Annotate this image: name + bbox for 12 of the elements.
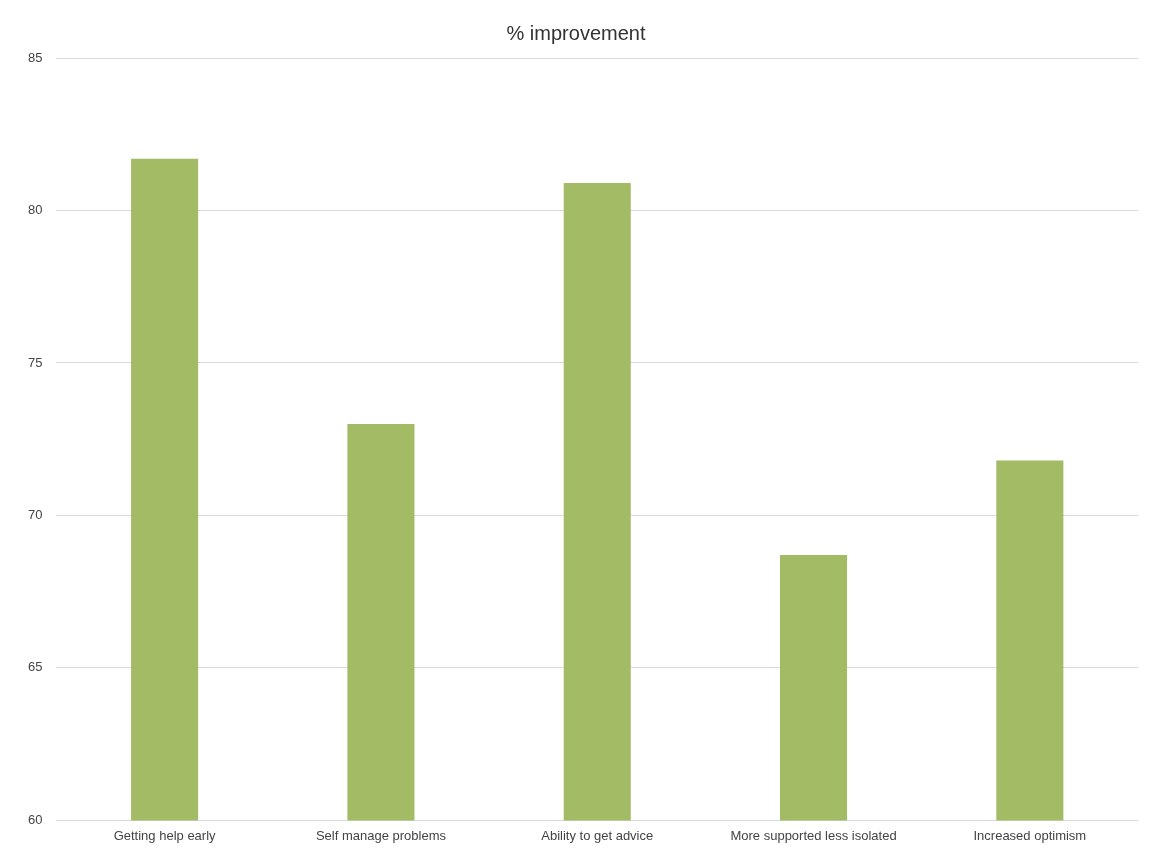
y-tick-label: 65: [27, 659, 43, 675]
x-tick-label: Ability to get advice: [541, 827, 654, 843]
chart-title: % improvement: [506, 21, 646, 44]
x-tick-label: Getting help early: [113, 827, 217, 843]
x-tick-label: Increased optimism: [973, 827, 1087, 843]
x-tick-label: Self manage problems: [315, 827, 447, 843]
y-tick-label: 70: [27, 507, 43, 523]
y-tick-label: 75: [27, 354, 43, 370]
y-tick-label: 85: [27, 49, 43, 65]
x-tick-label: More supported less isolated: [730, 827, 897, 843]
y-tick-label: 80: [27, 202, 43, 218]
y-tick-label: 60: [27, 811, 43, 827]
